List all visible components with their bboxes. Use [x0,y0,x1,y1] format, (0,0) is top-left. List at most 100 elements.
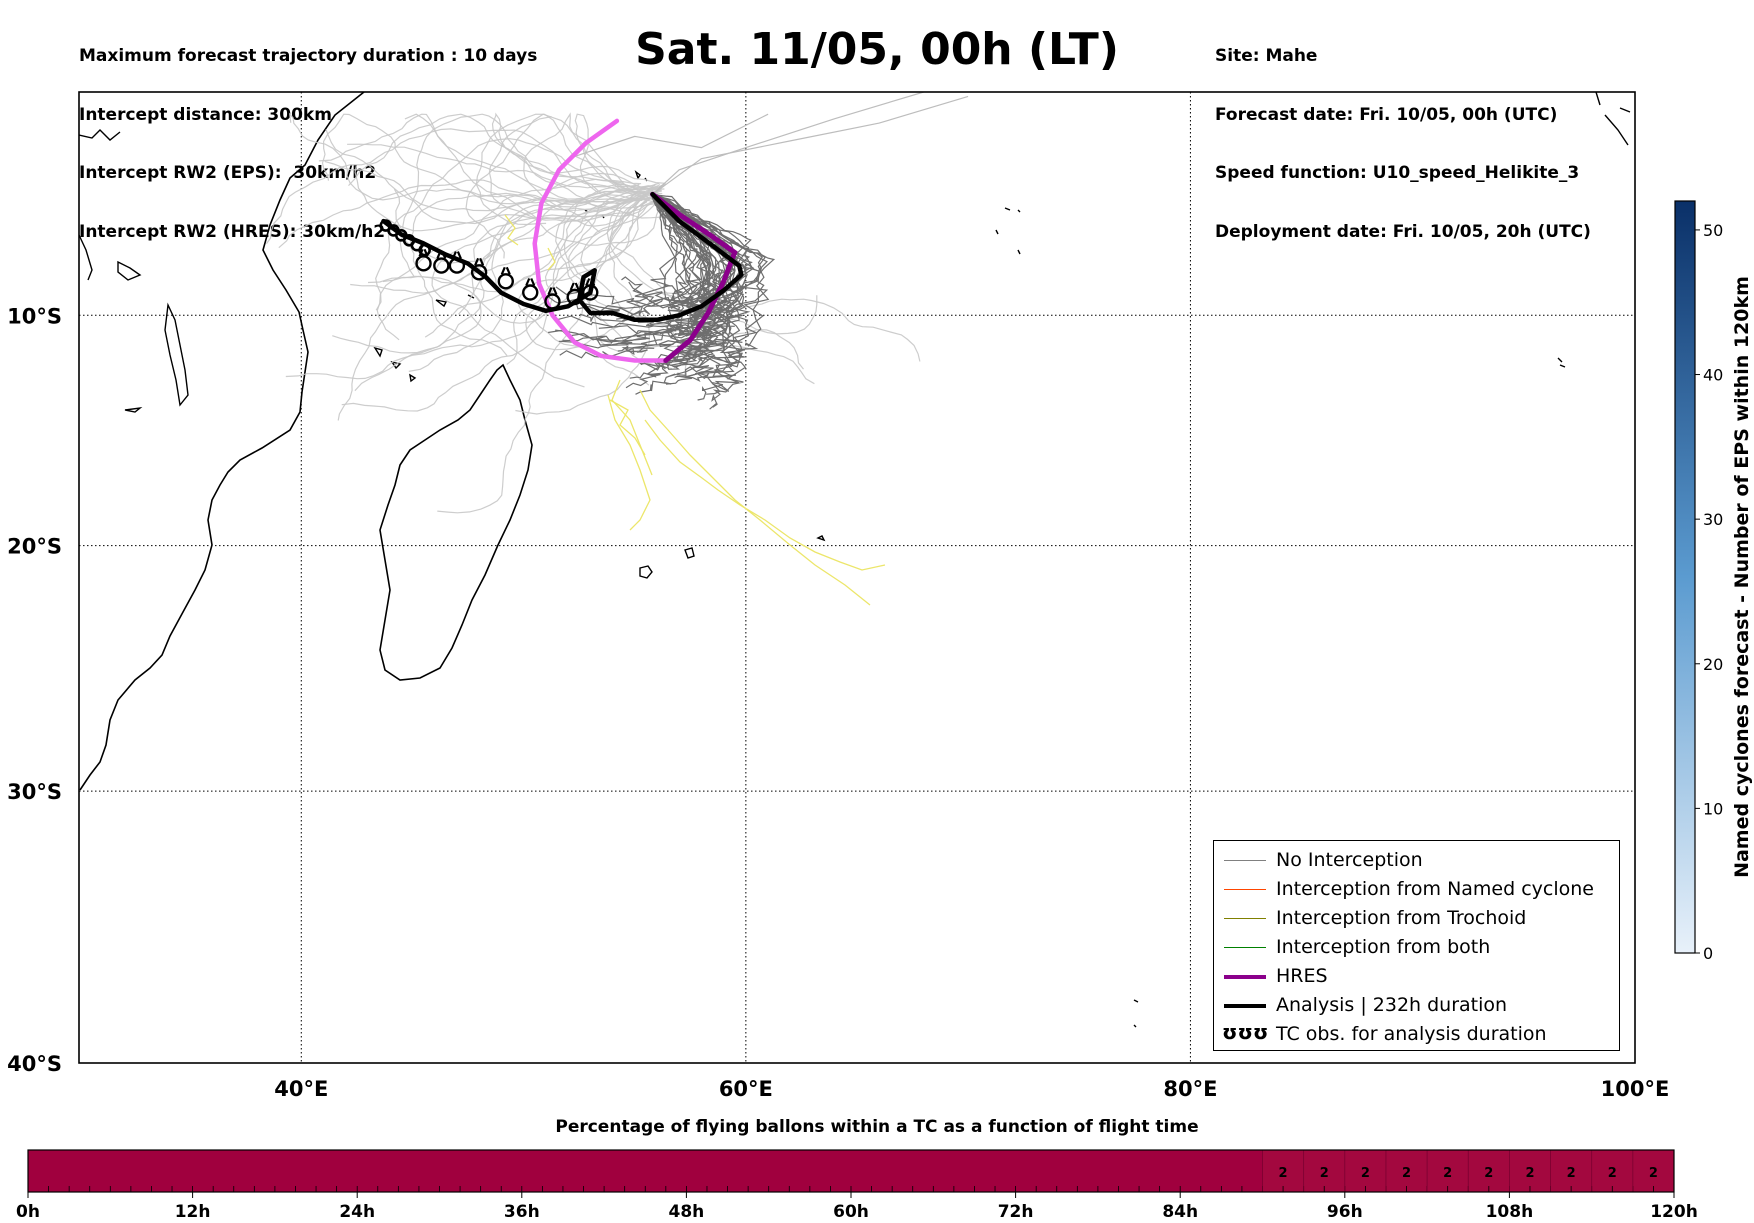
eps-trajectory [437,195,644,514]
eps-trajectory [523,112,641,233]
tc-obs-marker [566,288,583,306]
tc-obs-marker [470,264,488,281]
chagos-islands [995,207,1021,255]
eps-trajectory [337,192,653,421]
legend-swatch [1224,918,1266,919]
tc-obs-marker-tail [525,278,536,286]
eps-trajectory [546,193,683,314]
eps-alt-trajectories [504,214,886,606]
lon-label: 40°E [274,1077,328,1101]
tc-obs-marker [522,284,539,301]
time-bar-title: Percentage of flying ballons within a TC… [555,1117,1199,1137]
lake-malawi [164,302,189,407]
eps-trajectory [652,95,969,195]
eps-trajectory [652,193,738,385]
colorbar-tick-label: 0 [1703,944,1713,963]
trajectory-yellow [607,394,651,531]
colorbar-gradient [1674,200,1696,954]
trajectory-yellow [644,419,886,571]
map-frame [78,91,1636,1064]
eps-trajectory [625,194,693,389]
legend-label: Interception from both [1276,936,1491,958]
eps-trajectory [354,184,665,392]
tc-obs-marker [544,293,561,310]
eps-trajectory [408,189,663,372]
legend-item-named-cyclone: Interception from Named cyclone [1214,875,1619,903]
eps-trajectory [324,160,655,212]
tc-obs-marker [497,273,514,290]
colorbar-label: Named cyclones forecast - Number of EPS … [1731,276,1753,878]
header-left-line: Maximum forecast trajectory duration : 1… [79,46,538,66]
eps-trajectory [652,193,716,377]
lake-kariba [124,406,143,413]
hres-track [532,118,669,363]
legend-swatch [1224,1004,1266,1008]
eps-trajectory [475,113,658,226]
eps-trajectory [347,143,657,202]
eps-trajectory [404,113,666,246]
madagascar-coastline [379,363,533,681]
legend-label: HRES [1276,965,1328,987]
legend-item-tc-obs: ʊʊʊ TC obs. for analysis duration [1214,1020,1619,1048]
colorbar-tick-label: 40 [1703,366,1723,385]
legend-swatch [1224,947,1266,948]
tc-obs-marker-tail [474,257,485,266]
amsterdam-island [1133,999,1139,1028]
tc-obs-marker-tail [500,266,511,275]
longitude-labels: 40°E 60°E 80°E 100°E [274,1077,1669,1101]
legend-swatch [1224,860,1266,861]
eps-trajectory [651,194,712,369]
eps-trajectory [375,138,643,311]
analysis-track [381,192,744,323]
eps-trajectory [652,92,924,195]
lake-tanganyika [79,234,93,281]
tc-obs-marker-tail [436,251,447,259]
trajectory-yellow [504,214,556,271]
eps-trajectory [431,183,656,388]
tc-obs-symbol: ʊʊʊ [1222,1020,1269,1044]
trajectory-yellow [611,379,653,476]
eps-trajectory [399,113,659,278]
header-right-line: Speed function: U10_speed_Helikite_3 [1215,163,1580,183]
tc-obs-marker-tail [547,287,558,295]
header-right-line: Deployment date: Fri. 10/05, 20h (UTC) [1215,221,1591,242]
eps-trajectory [563,183,815,385]
legend-swatch [1224,889,1266,890]
eps-trajectory [321,113,640,205]
legend-item-both: Interception from both [1214,933,1619,961]
legend-label: TC obs. for analysis duration [1276,1023,1547,1045]
eps-trajectory [567,113,769,160]
tc-obs-marker [582,284,599,301]
colorbar-tick-label: 10 [1703,799,1723,818]
legend-item-no-interception: No Interception [1214,846,1619,874]
lat-label: 10°S [7,304,62,328]
cocos-islands [1557,357,1566,368]
eps-trajectory [285,203,656,380]
indonesia-coastline [1595,92,1631,146]
latitude-labels: 10°S 20°S 30°S 40°S [7,304,62,1076]
colorbar-ticks: 0 10 20 30 40 50 [1695,221,1723,963]
colorbar: 0 10 20 30 40 50 Named cyclones forecast - Nu… [1674,200,1753,963]
colorbar-tick-label: 50 [1703,221,1723,240]
eps-trajectory [376,178,655,341]
tc-obs-marker-tail [569,282,580,291]
eps-trajectory [288,112,640,206]
analysis-loop [418,243,431,257]
eps-trajectory [465,113,653,259]
legend-item-analysis: Analysis | 232h duration [1214,991,1619,1019]
tracks [379,118,744,363]
tc-obs-marker [433,257,450,274]
header-left-line: Intercept distance: 300km [79,104,332,125]
tc-obs-marker [415,255,432,272]
lon-label: 80°E [1163,1077,1217,1101]
legend-item-hres: HRES [1214,962,1619,990]
lake-victoria [117,260,142,281]
eps-trajectory [341,197,662,412]
tc-obs-marker [448,257,466,274]
header-right-line: Site: Mahe [1215,46,1318,66]
eps-trajectory [506,189,662,365]
tc-obs-marker-tail [418,248,429,257]
tc-obs-marker-tail [585,278,596,286]
eps-trajectory [525,199,705,351]
